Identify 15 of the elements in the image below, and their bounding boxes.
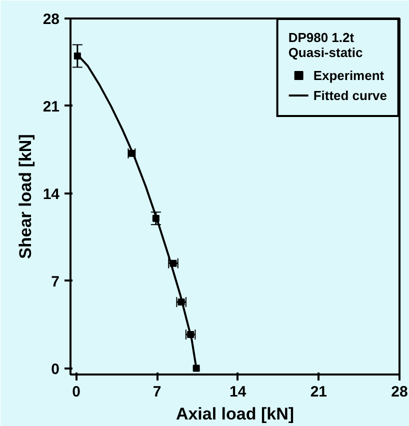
x-axis-title: Axial load [kN] bbox=[176, 404, 294, 424]
x-tick-label: 28 bbox=[391, 384, 408, 400]
y-tick-label: 21 bbox=[42, 98, 60, 116]
x-tick-label: 7 bbox=[152, 384, 162, 400]
y-tick-label: 0 bbox=[51, 360, 60, 378]
legend-title: DP980 1.2t Quasi-static bbox=[288, 30, 364, 60]
y-tick-label: 14 bbox=[42, 186, 60, 203]
y-axis-title: Shear load [kN] bbox=[16, 134, 35, 259]
x-tick-label: 14 bbox=[230, 384, 247, 400]
y-tick-label: 28 bbox=[42, 11, 60, 28]
legend-label: Experiment bbox=[313, 68, 384, 82]
y-tick-label: 7 bbox=[51, 273, 60, 290]
x-tick-label: 21 bbox=[310, 384, 328, 400]
legend-label: Fitted curve bbox=[313, 88, 387, 102]
x-tick-label: 0 bbox=[72, 384, 80, 400]
